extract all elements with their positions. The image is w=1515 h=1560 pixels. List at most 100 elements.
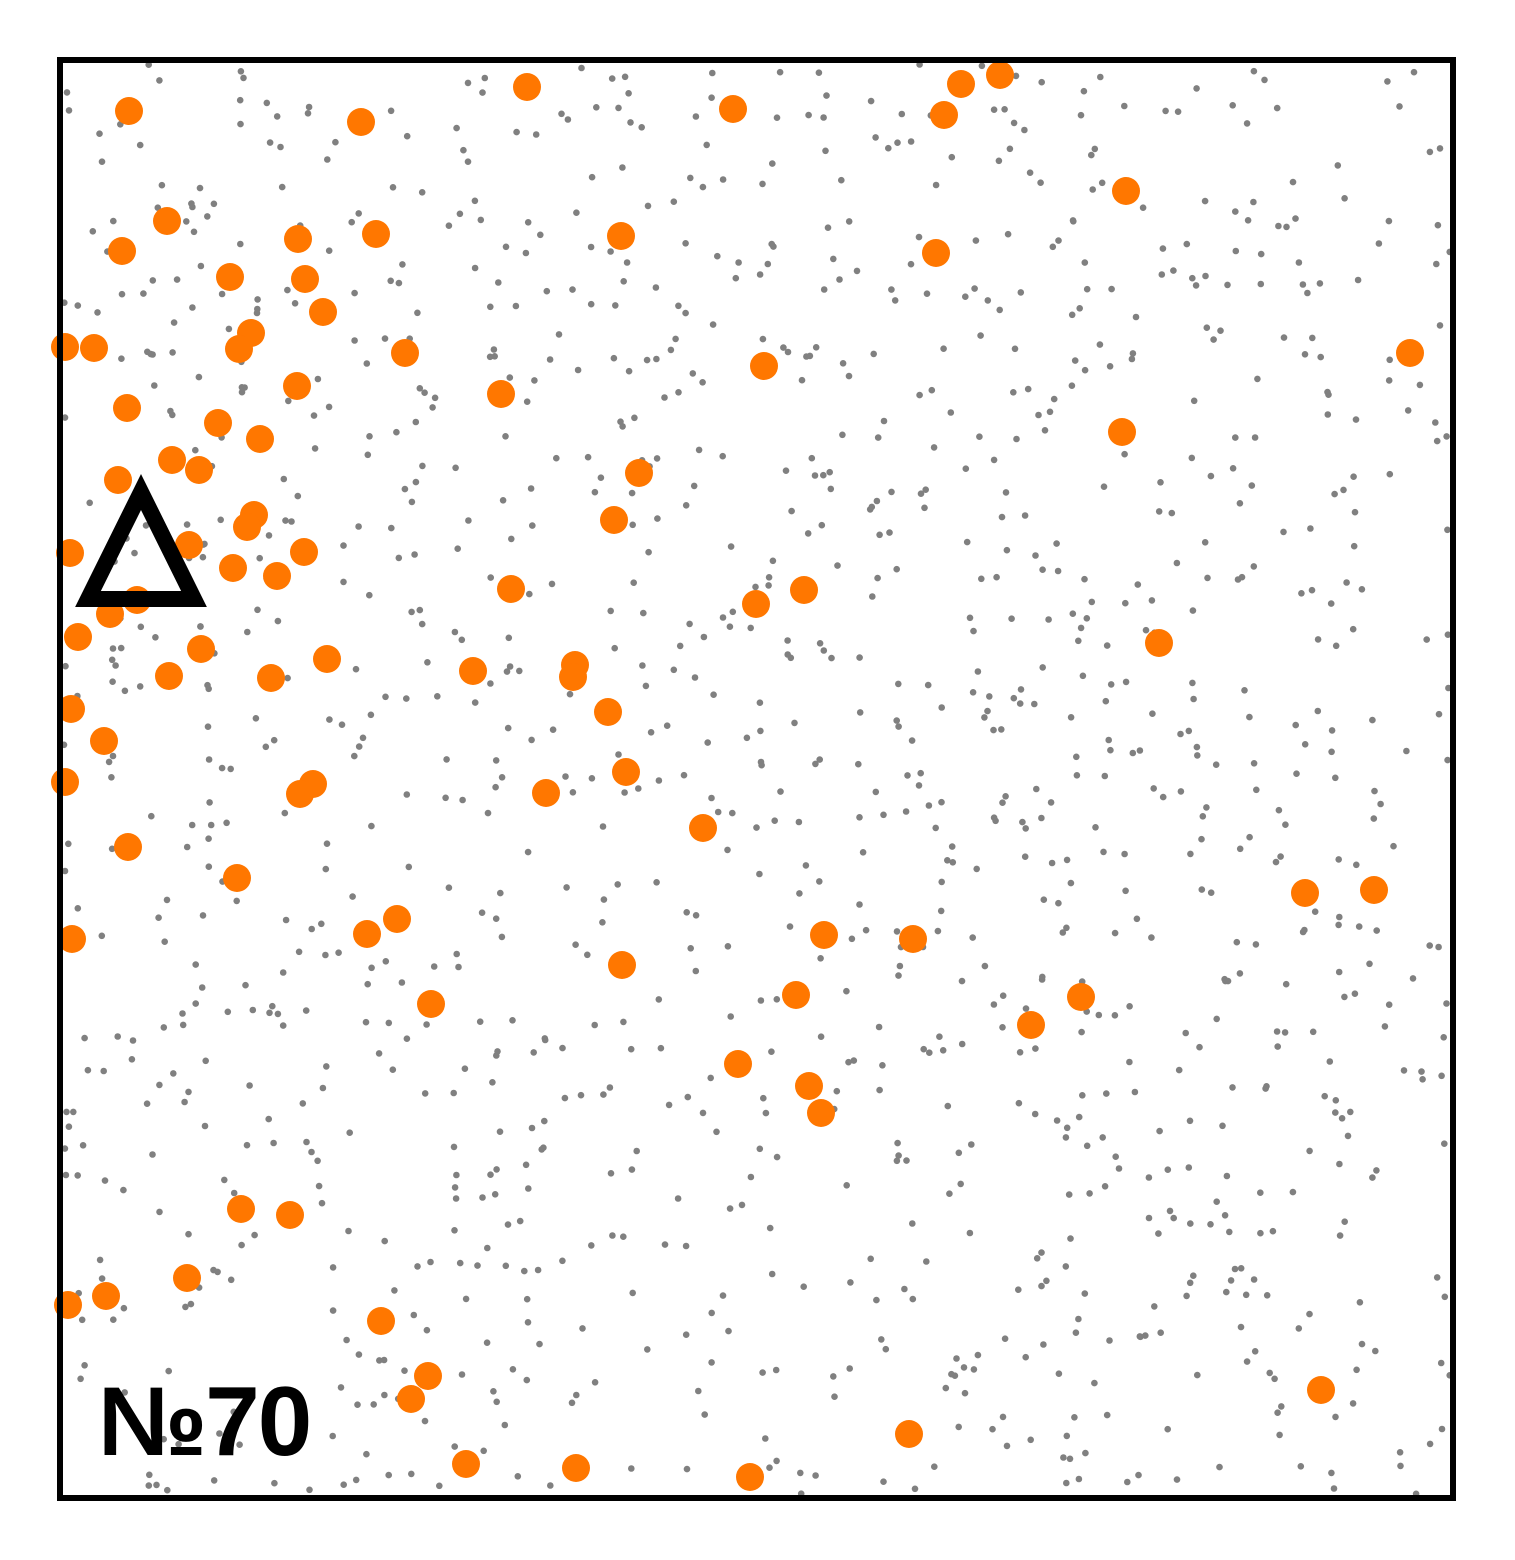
- gray-dot: [1129, 350, 1137, 357]
- gray-dot: [1190, 695, 1197, 703]
- gray-dot: [1404, 407, 1412, 414]
- gray-dot: [359, 734, 367, 742]
- gray-dot: [230, 1189, 238, 1197]
- gray-dot: [920, 1045, 927, 1053]
- gray-dot: [198, 984, 206, 991]
- gray-dot: [1373, 1167, 1380, 1174]
- orange-dot: [397, 1385, 425, 1413]
- gray-dot: [1350, 473, 1357, 481]
- gray-dot: [692, 113, 700, 120]
- gray-dot: [644, 202, 652, 210]
- gray-dot: [1148, 597, 1156, 604]
- gray-dot: [1015, 1099, 1023, 1107]
- gray-dot: [453, 1171, 460, 1179]
- gray-dot: [461, 1065, 469, 1072]
- gray-dot: [183, 218, 190, 225]
- gray-dot: [990, 726, 997, 734]
- gray-dot: [366, 433, 373, 440]
- gray-dot: [727, 1013, 734, 1020]
- gray-dot: [830, 1373, 837, 1380]
- gray-dot: [197, 262, 205, 270]
- gray-dot: [1022, 825, 1029, 832]
- gray-dot: [1149, 710, 1156, 717]
- gray-dot: [120, 1186, 127, 1194]
- gray-dot: [288, 518, 295, 525]
- gray-dot: [160, 1024, 168, 1031]
- gray-dot: [1043, 1277, 1050, 1285]
- gray-dot: [771, 817, 778, 824]
- gray-dot: [893, 565, 900, 573]
- gray-dot: [850, 1057, 858, 1064]
- gray-dot: [760, 1094, 767, 1102]
- gray-dot: [1075, 1113, 1083, 1121]
- gray-dot: [713, 1128, 720, 1136]
- gray-dot: [1232, 434, 1239, 441]
- gray-dot: [1343, 579, 1350, 586]
- gray-dot: [1049, 243, 1057, 251]
- gray-dot: [1095, 1011, 1103, 1019]
- gray-dot: [100, 1067, 107, 1075]
- gray-dot: [492, 757, 500, 764]
- gray-dot: [873, 497, 881, 505]
- gray-dot: [1037, 179, 1044, 186]
- orange-dot: [1017, 1011, 1045, 1039]
- gray-dot: [1022, 1005, 1030, 1012]
- gray-dot: [944, 1102, 952, 1110]
- orange-dot: [947, 70, 975, 98]
- gray-dot: [893, 717, 900, 724]
- gray-dot: [143, 1100, 151, 1107]
- gray-dot: [1186, 1279, 1194, 1287]
- gray-dot: [324, 156, 331, 163]
- orange-dot: [219, 554, 247, 582]
- gray-dot: [653, 455, 661, 462]
- orange-dot: [58, 925, 86, 953]
- gray-dot: [1189, 274, 1196, 282]
- gray-dot: [597, 474, 605, 482]
- gray-dot: [1175, 1066, 1183, 1074]
- orange-dot: [158, 446, 186, 474]
- gray-dot: [578, 64, 585, 72]
- gray-dot: [149, 351, 156, 358]
- gray-dot: [655, 777, 663, 784]
- gray-dot: [1063, 856, 1071, 864]
- gray-dot: [531, 377, 538, 384]
- gray-dot: [874, 434, 882, 441]
- gray-dot: [593, 104, 600, 111]
- gray-dot: [1309, 334, 1316, 342]
- gray-dot: [845, 372, 853, 380]
- gray-dot: [777, 788, 784, 795]
- gray-dot: [284, 674, 291, 682]
- gray-dot: [830, 255, 837, 263]
- gray-dot: [1226, 1228, 1233, 1236]
- gray-dot: [223, 819, 230, 827]
- gray-dot: [1385, 377, 1393, 384]
- gray-dot: [322, 951, 329, 959]
- gray-dot: [970, 1366, 978, 1373]
- gray-dot: [476, 1018, 484, 1025]
- gray-dot: [516, 667, 523, 675]
- gray-dot: [938, 704, 945, 711]
- gray-dot: [843, 1182, 850, 1189]
- gray-dot: [971, 285, 978, 292]
- gray-dot: [620, 278, 627, 285]
- gray-dot: [150, 1417, 158, 1424]
- gray-dot: [427, 1258, 434, 1266]
- gray-dot: [81, 1362, 88, 1369]
- gray-dot: [937, 907, 945, 915]
- gray-dot: [196, 184, 204, 192]
- gray-dot: [699, 183, 707, 191]
- gray-dot: [962, 465, 970, 473]
- gray-dot: [74, 302, 82, 309]
- gray-dot: [817, 955, 824, 962]
- gray-dot: [1386, 356, 1393, 364]
- gray-dot: [534, 1266, 542, 1274]
- gray-dot: [1013, 435, 1020, 443]
- gray-dot: [665, 1101, 673, 1109]
- gray-dot: [1304, 289, 1311, 297]
- gray-dot: [1186, 1117, 1194, 1125]
- gray-dot: [395, 279, 403, 287]
- gray-dot: [418, 620, 426, 628]
- gray-dot: [74, 905, 82, 912]
- gray-dot: [385, 1471, 393, 1479]
- gray-dot: [263, 99, 271, 107]
